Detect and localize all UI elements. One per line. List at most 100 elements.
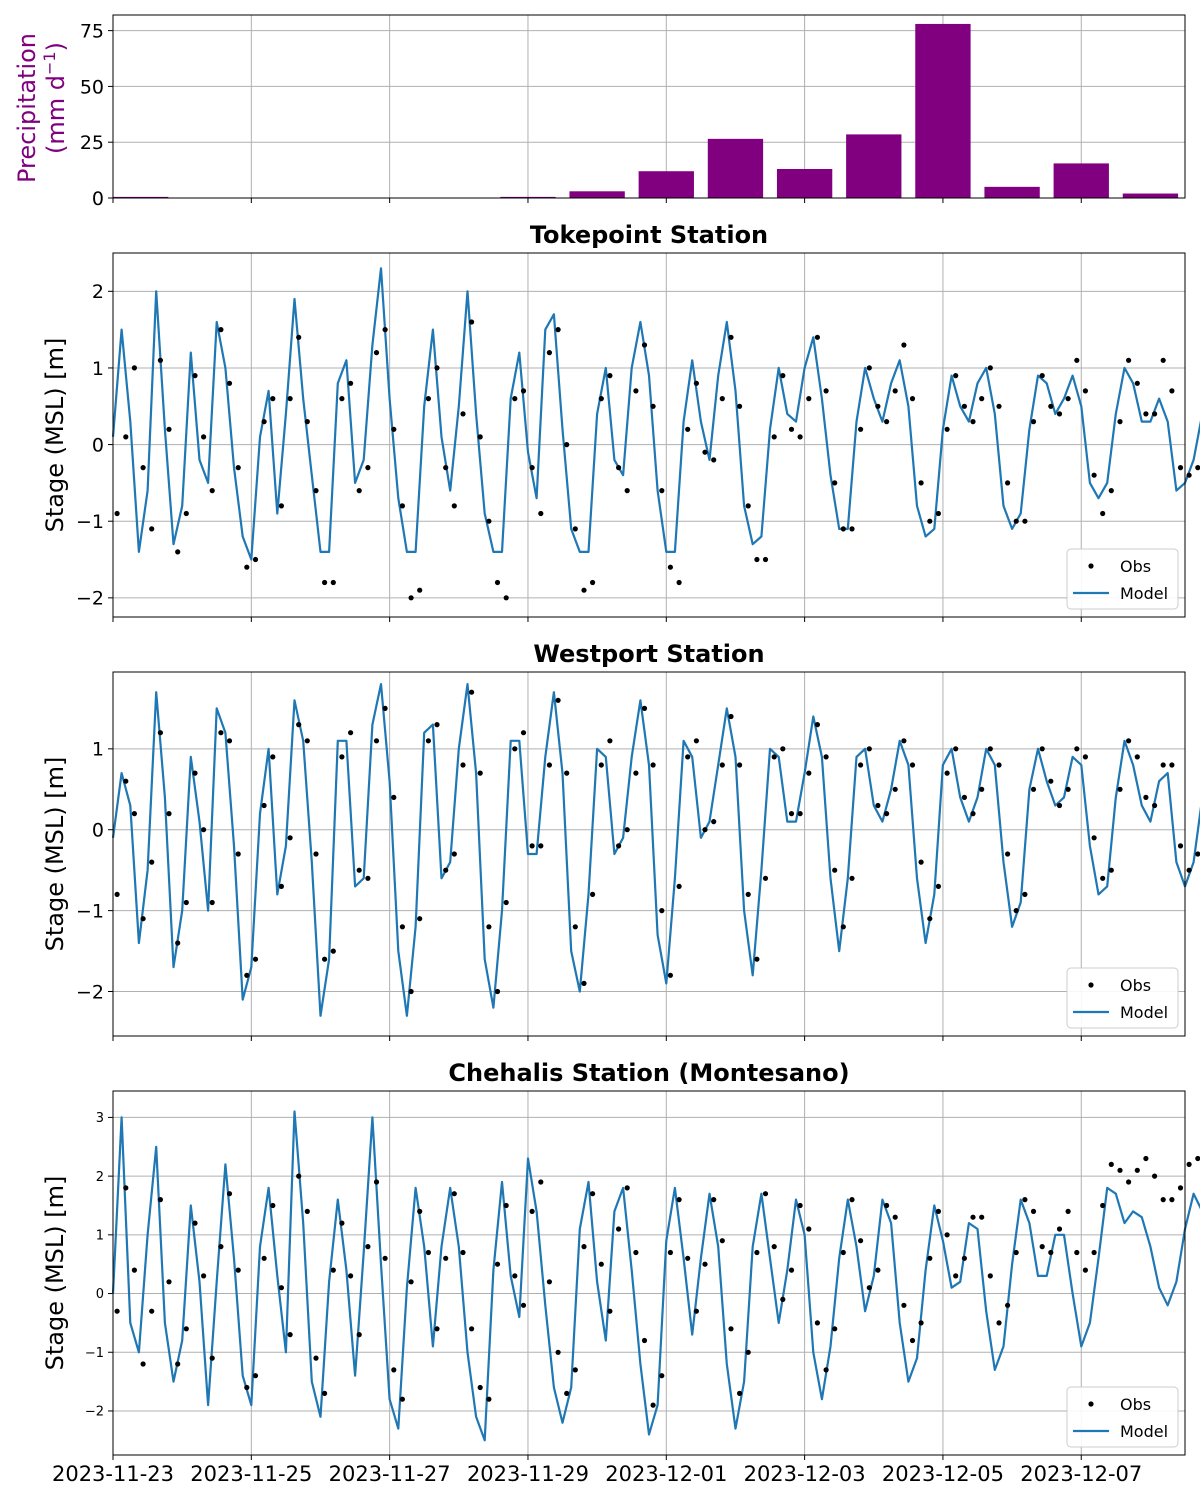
x-tick-label: 2023-12-01 bbox=[605, 1462, 727, 1486]
obs-point bbox=[1039, 373, 1045, 379]
obs-point bbox=[961, 403, 968, 409]
obs-point bbox=[832, 867, 838, 873]
obs-point bbox=[546, 350, 553, 356]
obs-point bbox=[330, 948, 336, 954]
obs-point bbox=[849, 875, 855, 881]
obs-point bbox=[884, 811, 890, 817]
obs-point bbox=[512, 746, 518, 752]
obs-point bbox=[1143, 794, 1149, 801]
obs-point bbox=[1152, 1173, 1158, 1179]
obs-point bbox=[399, 1396, 405, 1402]
obs-point bbox=[711, 457, 717, 463]
precip-bar bbox=[776, 168, 833, 198]
precip-bar bbox=[984, 186, 1040, 198]
obs-point bbox=[140, 916, 146, 922]
obs-point bbox=[832, 480, 838, 486]
axes-frame bbox=[112, 1090, 1186, 1456]
obs-point bbox=[546, 1279, 553, 1285]
obs-point bbox=[676, 883, 682, 890]
obs-point bbox=[1195, 1155, 1200, 1162]
y-tick-label: 75 bbox=[80, 20, 104, 42]
obs-point bbox=[693, 380, 700, 386]
obs-point bbox=[659, 908, 665, 914]
precip-bar bbox=[569, 191, 625, 198]
obs-point bbox=[590, 579, 596, 586]
y-tick-label: 0 bbox=[92, 820, 104, 842]
obs-point bbox=[555, 1349, 561, 1355]
obs-point bbox=[417, 587, 423, 593]
obs-point bbox=[840, 1249, 846, 1256]
obs-point bbox=[1134, 380, 1140, 386]
y-tick-label: 0 bbox=[92, 434, 104, 456]
obs-point bbox=[460, 411, 466, 417]
tokepoint-panel: Tokepoint Station −2 −1 0 1 2 Stage (MSL) [m]… bbox=[41, 221, 1200, 622]
obs-point bbox=[676, 579, 682, 586]
obs-point bbox=[244, 564, 250, 570]
obs-point bbox=[477, 434, 483, 440]
obs-point bbox=[970, 1214, 976, 1220]
obs-point bbox=[226, 1191, 233, 1197]
obs-point bbox=[1126, 738, 1132, 744]
obs-point bbox=[711, 1197, 717, 1203]
legend: Obs Model bbox=[1066, 1386, 1179, 1448]
obs-point bbox=[140, 1361, 146, 1367]
obs-point bbox=[304, 1208, 310, 1214]
obs-point bbox=[1056, 1226, 1063, 1232]
obs-point bbox=[434, 365, 440, 371]
precip-y-label-exponent: −1 bbox=[40, 51, 59, 75]
obs-point bbox=[797, 811, 803, 817]
obs-point bbox=[650, 762, 656, 768]
obs-point bbox=[469, 689, 475, 695]
obs-point bbox=[1117, 786, 1123, 792]
obs-point bbox=[1005, 851, 1011, 857]
obs-point bbox=[875, 802, 881, 809]
model-line bbox=[111, 682, 1200, 1017]
obs-point bbox=[996, 762, 1002, 768]
obs-point bbox=[1117, 419, 1123, 425]
obs-point bbox=[901, 1302, 907, 1308]
y-tick-label: 1 bbox=[92, 739, 104, 761]
obs-point bbox=[166, 426, 172, 432]
obs-point bbox=[486, 924, 492, 930]
obs-point bbox=[676, 1197, 682, 1203]
obs-point bbox=[616, 843, 622, 849]
obs-point bbox=[1022, 891, 1028, 898]
obs-point bbox=[218, 1244, 224, 1250]
obs-point bbox=[719, 1238, 725, 1244]
legend: Obs Model bbox=[1066, 967, 1179, 1029]
obs-point bbox=[417, 916, 423, 922]
obs-point bbox=[737, 1390, 743, 1396]
obs-point bbox=[693, 1308, 700, 1314]
obs-point bbox=[192, 1220, 198, 1226]
obs-point bbox=[1005, 480, 1011, 486]
obs-point bbox=[157, 357, 163, 363]
obs-point bbox=[114, 891, 120, 898]
obs-point bbox=[918, 859, 924, 865]
obs-point bbox=[339, 396, 345, 402]
obs-point bbox=[728, 713, 734, 720]
obs-point bbox=[149, 1308, 155, 1314]
obs-point bbox=[1030, 419, 1037, 425]
obs-point bbox=[287, 1332, 293, 1338]
obs-point bbox=[771, 754, 777, 760]
obs-point bbox=[399, 503, 405, 509]
obs-point bbox=[1074, 357, 1080, 363]
y-tick-label: −1 bbox=[76, 511, 104, 533]
obs-point bbox=[685, 426, 691, 432]
obs-point bbox=[616, 465, 622, 471]
obs-point bbox=[806, 396, 812, 402]
obs-point bbox=[503, 1202, 509, 1209]
obs-point bbox=[1152, 802, 1158, 809]
obs-point bbox=[849, 1197, 855, 1203]
precip-bar bbox=[1053, 163, 1109, 198]
obs-point bbox=[564, 1390, 570, 1396]
obs-point bbox=[970, 811, 976, 817]
obs-point bbox=[832, 1326, 838, 1332]
obs-point bbox=[935, 883, 942, 890]
obs-point bbox=[131, 811, 137, 817]
obs-point bbox=[538, 843, 544, 849]
obs-point bbox=[797, 1202, 803, 1209]
obs-point bbox=[313, 851, 319, 857]
legend-model-label: Model bbox=[1120, 1422, 1168, 1441]
obs-point bbox=[451, 851, 457, 857]
